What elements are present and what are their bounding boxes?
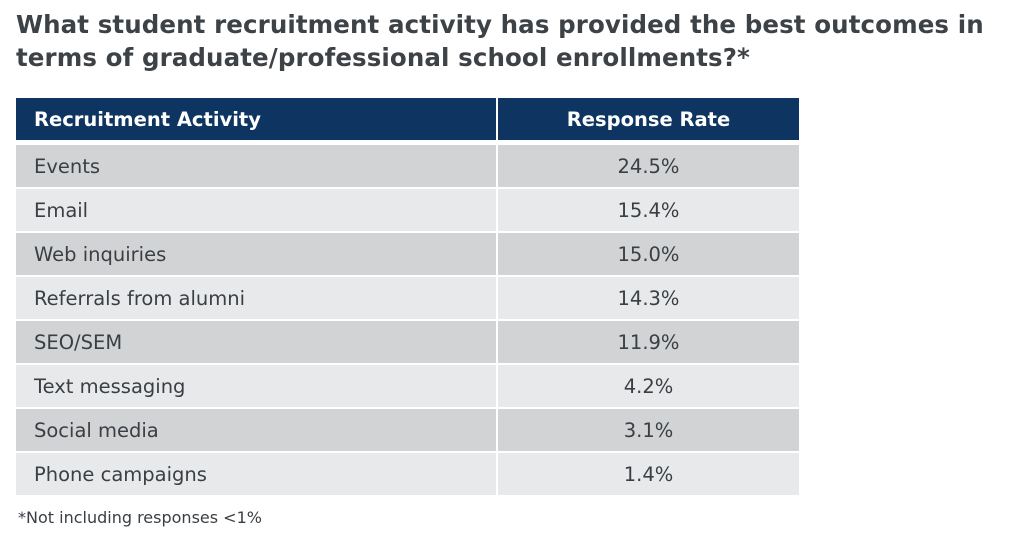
response-rate-cell: 3.1% — [497, 408, 799, 453]
activity-cell: Text messaging — [16, 364, 498, 409]
chart-title: What student recruitment activity has pr… — [16, 10, 984, 72]
table-row: Social media 3.1% — [16, 408, 799, 453]
activity-cell: SEO/SEM — [16, 320, 498, 365]
activity-cell: Referrals from alumni — [16, 276, 498, 321]
table-body: Events 24.5% Email 15.4% Web inquiries 15.0% R… — [16, 142, 799, 497]
response-rate-cell: 1.4% — [497, 452, 799, 497]
table-row: Phone campaigns 1.4% — [16, 452, 799, 497]
footnote: *Not including responses <1% — [18, 508, 262, 527]
recruitment-table: Recruitment Activity Response Rate Event… — [16, 98, 799, 497]
header-row: Recruitment Activity Response Rate — [16, 98, 799, 145]
response-rate-cell: 15.4% — [497, 188, 799, 233]
table-header: Recruitment Activity Response Rate — [16, 98, 799, 145]
activity-cell: Events — [16, 142, 498, 189]
table-row: SEO/SEM 11.9% — [16, 320, 799, 365]
column-header-activity: Recruitment Activity — [16, 98, 498, 145]
response-rate-cell: 24.5% — [497, 142, 799, 189]
activity-cell: Social media — [16, 408, 498, 453]
response-rate-cell: 4.2% — [497, 364, 799, 409]
response-rate-cell: 14.3% — [497, 276, 799, 321]
response-rate-cell: 11.9% — [497, 320, 799, 365]
activity-cell: Web inquiries — [16, 232, 498, 277]
table-row: Email 15.4% — [16, 188, 799, 233]
table-row: Referrals from alumni 14.3% — [16, 276, 799, 321]
table-row: Events 24.5% — [16, 142, 799, 189]
activity-cell: Phone campaigns — [16, 452, 498, 497]
response-rate-cell: 15.0% — [497, 232, 799, 277]
column-header-response-rate: Response Rate — [497, 98, 799, 145]
table-row: Web inquiries 15.0% — [16, 232, 799, 277]
activity-cell: Email — [16, 188, 498, 233]
table-row: Text messaging 4.2% — [16, 364, 799, 409]
